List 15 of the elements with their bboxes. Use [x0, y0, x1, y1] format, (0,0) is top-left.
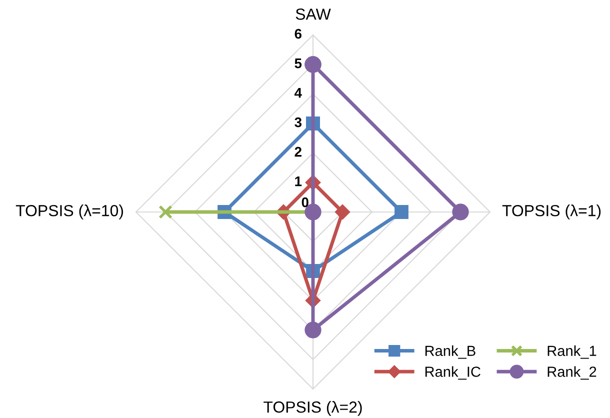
spoke-label: SAW [296, 8, 331, 20]
y-tick-label: 4 [294, 88, 302, 98]
spoke-label: TOPSIS (λ=10) [16, 204, 124, 220]
legend-label: Rank_2 [548, 366, 596, 380]
spoke-label: TOPSIS (λ=1) [502, 204, 601, 220]
y-tick-label: 0 [302, 197, 308, 208]
legend-label: Rank_IC [425, 366, 480, 380]
y-tick-label: 1 [295, 176, 302, 186]
y-tick-label: 2 [294, 146, 302, 157]
spoke-label: TOPSIS (λ=2) [264, 401, 362, 416]
legend-label: Rank_B [425, 345, 476, 359]
y-tick-label: 5 [294, 58, 302, 68]
legend-label: Rank_1 [548, 345, 596, 359]
y-tick-label: 3 [294, 117, 302, 128]
y-tick-label: 6 [294, 28, 302, 39]
